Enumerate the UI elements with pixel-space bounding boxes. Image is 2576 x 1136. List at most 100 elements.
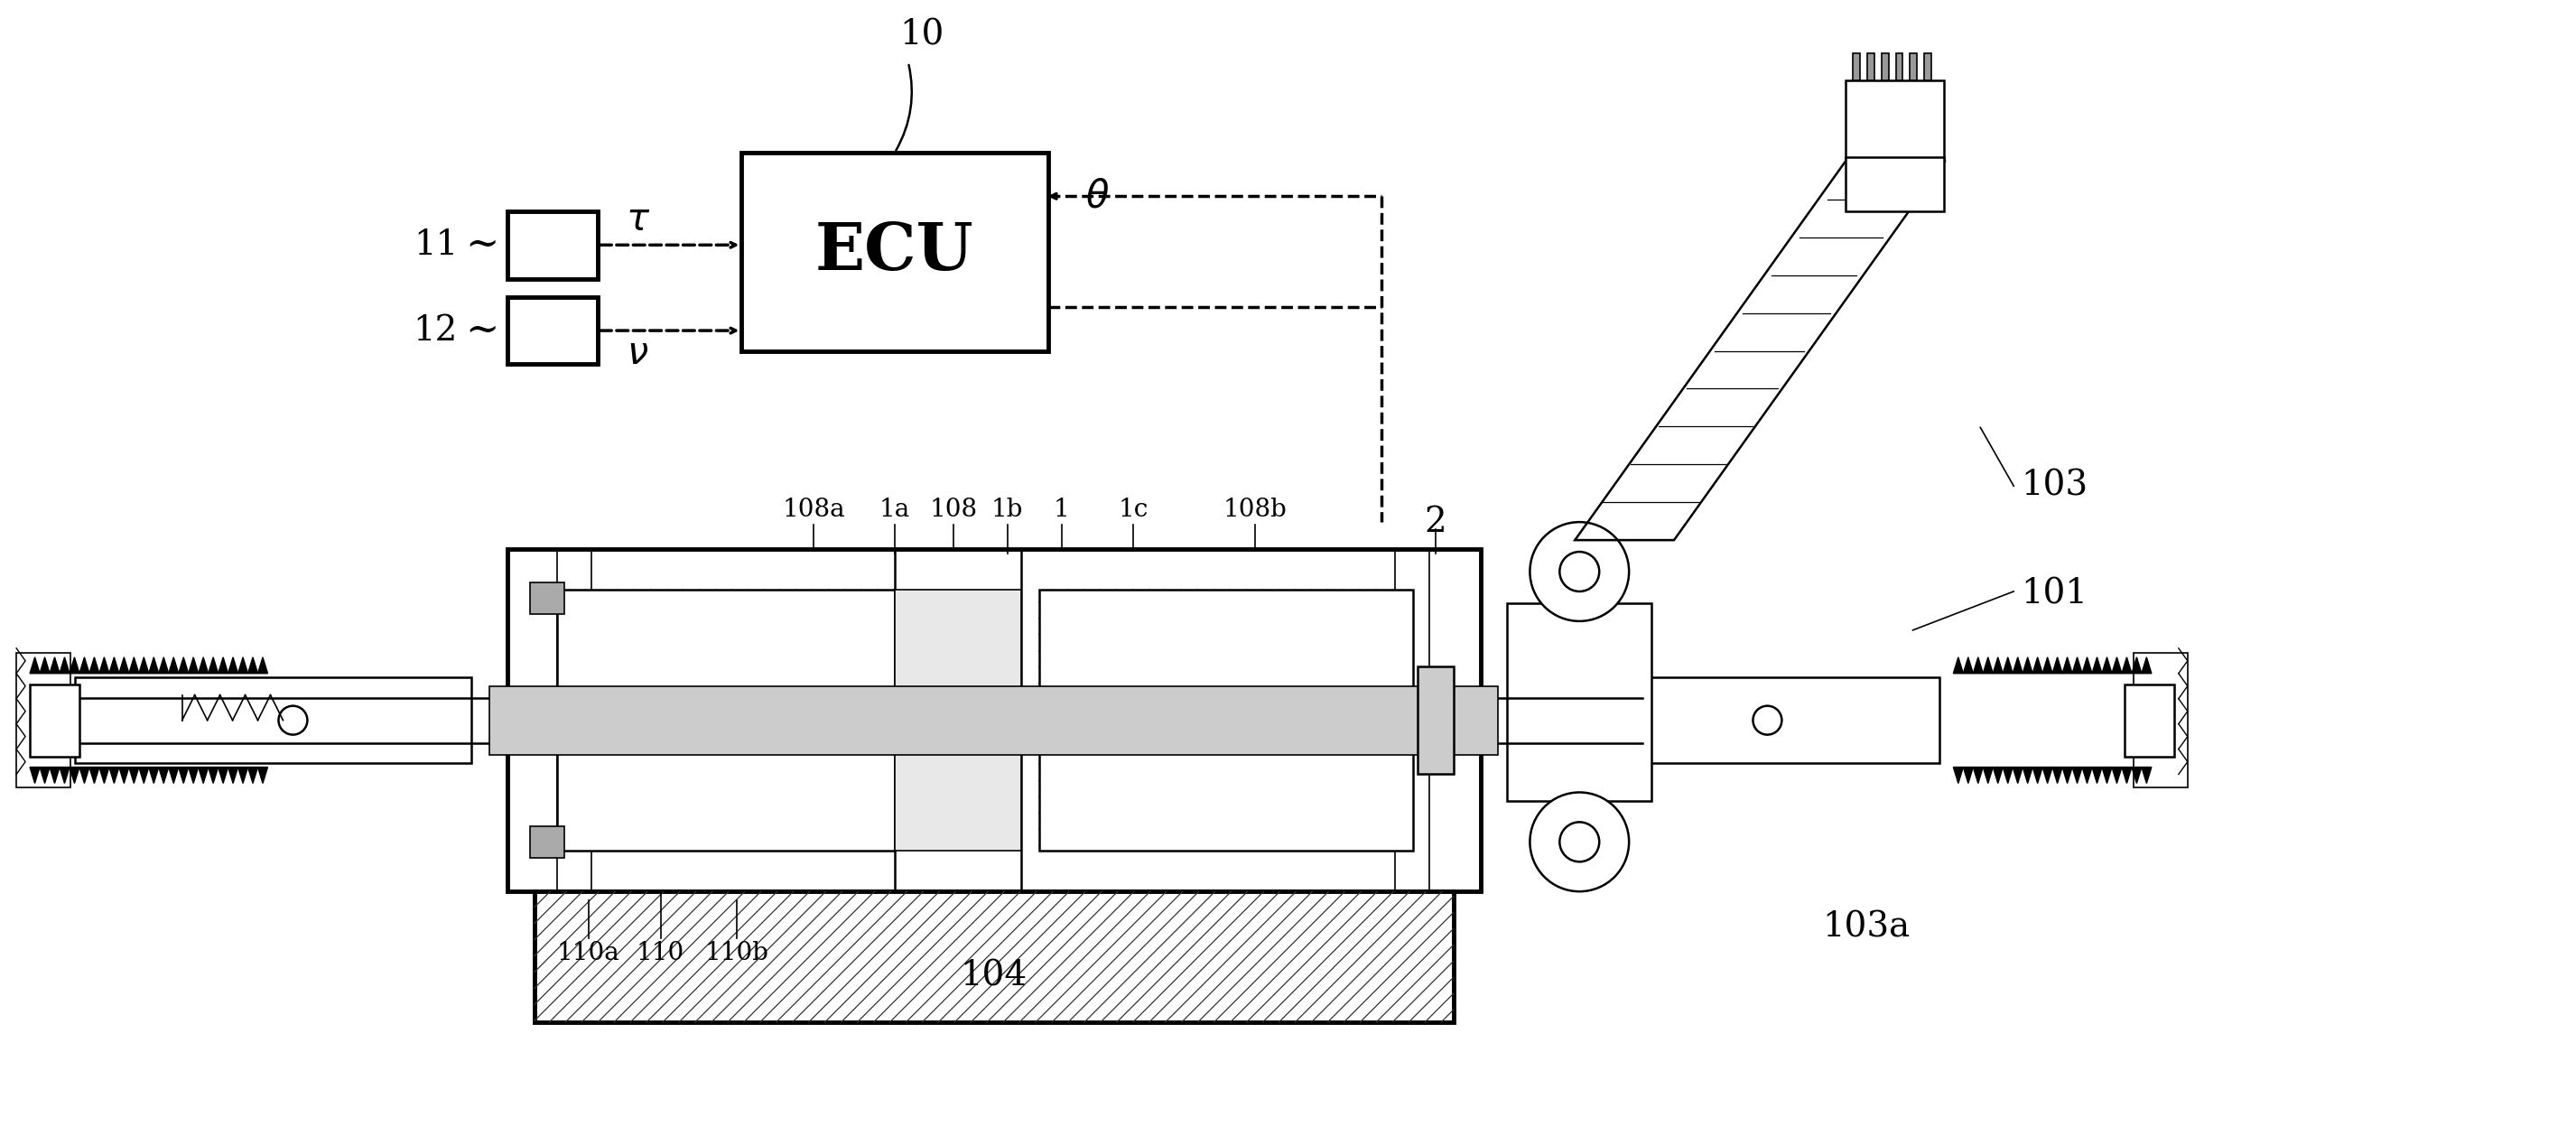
Bar bbox=[742, 152, 1048, 351]
Polygon shape bbox=[2092, 767, 2102, 784]
Polygon shape bbox=[59, 658, 70, 674]
Polygon shape bbox=[2123, 767, 2133, 784]
Polygon shape bbox=[139, 658, 149, 674]
Polygon shape bbox=[149, 767, 160, 784]
Polygon shape bbox=[2102, 767, 2112, 784]
Polygon shape bbox=[1994, 767, 2004, 784]
Polygon shape bbox=[2141, 658, 2151, 674]
Polygon shape bbox=[1973, 767, 1984, 784]
Circle shape bbox=[278, 705, 307, 735]
Polygon shape bbox=[2081, 658, 2092, 674]
Text: 1a: 1a bbox=[878, 498, 909, 523]
Bar bbox=[1896, 53, 1904, 81]
Polygon shape bbox=[2102, 658, 2112, 674]
Polygon shape bbox=[80, 767, 90, 784]
Polygon shape bbox=[160, 658, 167, 674]
Polygon shape bbox=[209, 767, 219, 784]
Polygon shape bbox=[2022, 658, 2032, 674]
Polygon shape bbox=[160, 767, 167, 784]
Polygon shape bbox=[2063, 658, 2071, 674]
Bar bbox=[556, 590, 894, 851]
Text: 101: 101 bbox=[2022, 577, 2087, 611]
Bar bbox=[507, 211, 598, 278]
Bar bbox=[31, 684, 80, 757]
Bar bbox=[1909, 53, 1917, 81]
Text: 1c: 1c bbox=[1118, 498, 1149, 523]
Polygon shape bbox=[70, 658, 80, 674]
Bar bbox=[75, 677, 471, 763]
Bar bbox=[2133, 653, 2187, 788]
Bar bbox=[894, 590, 1020, 851]
Text: 104: 104 bbox=[961, 959, 1028, 993]
Polygon shape bbox=[31, 767, 39, 784]
Circle shape bbox=[1530, 792, 1628, 892]
Polygon shape bbox=[118, 767, 129, 784]
Bar bbox=[1852, 53, 1860, 81]
Polygon shape bbox=[229, 658, 237, 674]
Bar bbox=[507, 296, 598, 365]
Polygon shape bbox=[2022, 767, 2032, 784]
Polygon shape bbox=[108, 658, 118, 674]
Text: ECU: ECU bbox=[817, 219, 974, 284]
Polygon shape bbox=[2053, 658, 2063, 674]
Polygon shape bbox=[80, 658, 90, 674]
Bar bbox=[2125, 684, 2174, 757]
Polygon shape bbox=[198, 767, 209, 784]
Polygon shape bbox=[1973, 658, 1984, 674]
Bar bbox=[533, 892, 1453, 1022]
Polygon shape bbox=[2032, 658, 2043, 674]
Bar bbox=[1844, 157, 1945, 211]
Polygon shape bbox=[167, 767, 178, 784]
Polygon shape bbox=[209, 658, 219, 674]
Polygon shape bbox=[90, 767, 100, 784]
Polygon shape bbox=[2133, 658, 2141, 674]
Text: 108a: 108a bbox=[783, 498, 845, 523]
Bar bbox=[489, 686, 1499, 754]
Polygon shape bbox=[100, 767, 108, 784]
Text: ~: ~ bbox=[466, 311, 500, 350]
Bar bbox=[1038, 590, 1412, 851]
Polygon shape bbox=[118, 658, 129, 674]
Polygon shape bbox=[1984, 767, 1994, 784]
Bar bbox=[1844, 81, 1945, 161]
Text: 12: 12 bbox=[412, 314, 459, 348]
Polygon shape bbox=[1984, 658, 1994, 674]
Polygon shape bbox=[100, 658, 108, 674]
Text: 103a: 103a bbox=[1824, 911, 1911, 944]
Polygon shape bbox=[219, 767, 229, 784]
Polygon shape bbox=[149, 658, 160, 674]
Polygon shape bbox=[167, 658, 178, 674]
Text: 2: 2 bbox=[1425, 506, 1448, 538]
Circle shape bbox=[1558, 822, 1600, 862]
Text: 110: 110 bbox=[636, 941, 685, 966]
Polygon shape bbox=[2112, 767, 2123, 784]
Polygon shape bbox=[2012, 767, 2022, 784]
Polygon shape bbox=[229, 767, 237, 784]
Polygon shape bbox=[198, 658, 209, 674]
Bar bbox=[507, 549, 1481, 892]
Bar bbox=[1417, 666, 1453, 775]
Circle shape bbox=[1558, 552, 1600, 592]
Text: $\nu$: $\nu$ bbox=[626, 334, 649, 373]
Text: 110a: 110a bbox=[556, 941, 621, 966]
Polygon shape bbox=[237, 767, 247, 784]
Polygon shape bbox=[2004, 767, 2012, 784]
Polygon shape bbox=[2043, 658, 2053, 674]
Polygon shape bbox=[2092, 658, 2102, 674]
Polygon shape bbox=[49, 767, 59, 784]
Text: $\tau$: $\tau$ bbox=[626, 201, 649, 239]
Bar bbox=[1880, 53, 1888, 81]
Bar bbox=[531, 827, 564, 858]
Polygon shape bbox=[1953, 767, 1963, 784]
Polygon shape bbox=[188, 767, 198, 784]
Text: 108: 108 bbox=[930, 498, 976, 523]
Text: ~: ~ bbox=[466, 225, 500, 265]
Text: $\theta$: $\theta$ bbox=[1084, 177, 1110, 215]
Polygon shape bbox=[129, 767, 139, 784]
Polygon shape bbox=[31, 658, 39, 674]
Polygon shape bbox=[90, 658, 100, 674]
Polygon shape bbox=[1994, 658, 2004, 674]
Polygon shape bbox=[2112, 658, 2123, 674]
Polygon shape bbox=[2141, 767, 2151, 784]
Bar bbox=[531, 583, 564, 613]
